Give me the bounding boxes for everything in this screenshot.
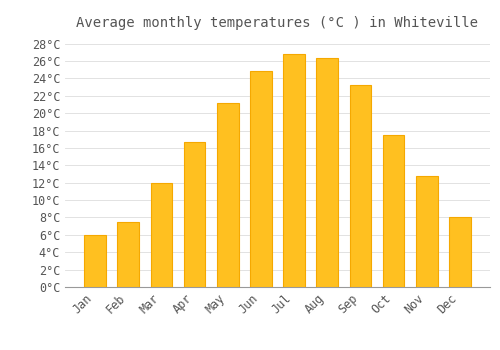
Bar — [449, 217, 470, 287]
Bar — [350, 85, 371, 287]
Title: Average monthly temperatures (°C ) in Whiteville: Average monthly temperatures (°C ) in Wh… — [76, 16, 478, 30]
Bar — [84, 235, 106, 287]
Bar — [284, 54, 305, 287]
Bar — [184, 142, 206, 287]
Bar — [383, 135, 404, 287]
Bar — [250, 71, 272, 287]
Bar — [118, 222, 139, 287]
Bar — [316, 58, 338, 287]
Bar — [217, 103, 238, 287]
Bar — [150, 183, 172, 287]
Bar — [416, 176, 438, 287]
